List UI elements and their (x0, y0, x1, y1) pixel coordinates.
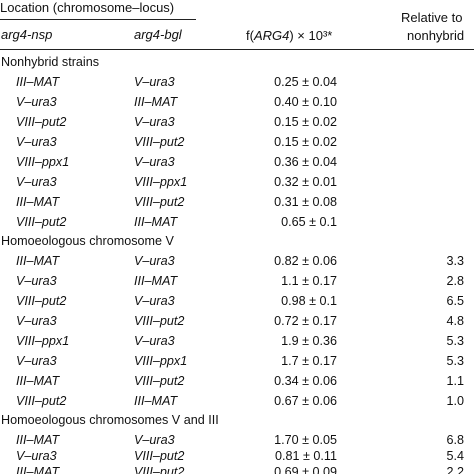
location-header: Location (chromosome–locus) (0, 0, 175, 15)
cell-nsp: III–MAT (16, 75, 60, 89)
cell-nsp: VIII–put2 (16, 394, 67, 408)
cell-nsp: III–MAT (16, 465, 60, 474)
location-underline (0, 19, 196, 20)
cell-bgl: III–MAT (134, 215, 178, 229)
cell-nsp: VIII–put2 (16, 294, 67, 308)
cell-nsp: V–ura3 (16, 449, 57, 463)
cell-bgl: V–ura3 (134, 294, 175, 308)
col-header-relative-line2: nonhybrid (407, 28, 465, 43)
cell-bgl: V–ura3 (134, 115, 175, 129)
cell-bgl: VIII–put2 (134, 195, 185, 209)
cell-nsp: III–MAT (16, 433, 60, 447)
cell-bgl: III–MAT (134, 394, 178, 408)
cell-nsp: VIII–ppx1 (16, 155, 70, 169)
cell-bgl: V–ura3 (134, 155, 175, 169)
cell-nsp: V–ura3 (16, 135, 57, 149)
section-title: Nonhybrid strains (1, 55, 99, 69)
col-header-arg4-bgl: arg4-bgl (134, 27, 182, 42)
cell-nsp: V–ura3 (16, 274, 57, 288)
cell-nsp: V–ura3 (16, 175, 57, 189)
cell-nsp: VIII–put2 (16, 115, 67, 129)
col-header-arg4-nsp: arg4-nsp (1, 27, 53, 42)
section-title: Homoeologous chromosomes V and III (1, 413, 219, 427)
cell-nsp: V–ura3 (16, 95, 57, 109)
cell-nsp: VIII–ppx1 (16, 334, 70, 348)
cell-nsp: VIII–put2 (16, 215, 67, 229)
cell-bgl: VIII–put2 (134, 314, 185, 328)
cell-bgl: III–MAT (134, 274, 178, 288)
cell-bgl: VIII–put2 (134, 135, 185, 149)
col-header-frequency: f(ARG4) × 10³* (246, 28, 333, 43)
cell-nsp: III–MAT (16, 374, 60, 388)
header-rule (0, 49, 474, 50)
cell-bgl: V–ura3 (134, 433, 175, 447)
cell-bgl: III–MAT (134, 95, 178, 109)
cell-nsp: III–MAT (16, 195, 60, 209)
cell-bgl: VIII–put2 (134, 449, 185, 463)
cell-bgl: VIII–put2 (134, 374, 185, 388)
cell-bgl: VIII–put2 (134, 465, 185, 474)
col-header-relative-line1: Relative to (401, 10, 463, 25)
cell-nsp: V–ura3 (16, 354, 57, 368)
cell-bgl: V–ura3 (134, 254, 175, 268)
cell-bgl: V–ura3 (134, 334, 175, 348)
section-title: Homoeologous chromosome V (1, 234, 174, 248)
cell-nsp: III–MAT (16, 254, 60, 268)
cell-bgl: V–ura3 (134, 75, 175, 89)
cell-bgl: VIII–ppx1 (134, 354, 188, 368)
cell-nsp: V–ura3 (16, 314, 57, 328)
cell-bgl: VIII–ppx1 (134, 175, 188, 189)
freq-gene: ARG4 (253, 28, 290, 43)
